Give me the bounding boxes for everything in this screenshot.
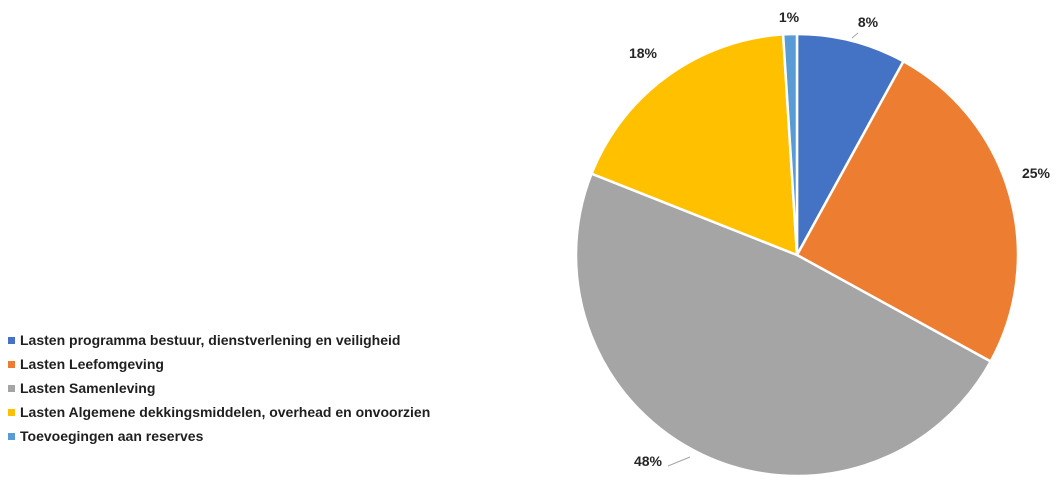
pie-slice-4 [589,33,799,257]
legend-swatch-3 [8,385,15,392]
legend-label-4: Lasten Algemene dekkingsmiddelen, overhe… [20,404,431,420]
legend-item-4: Lasten Algemene dekkingsmiddelen, overhe… [8,402,430,423]
legend-item-1: Lasten programma bestuur, dienstverlenin… [8,330,430,351]
legend-swatch-2 [8,361,15,368]
pie-slice-2 [795,59,1020,364]
pie-slice-1 [795,32,906,256]
leader-line-3 [667,456,691,467]
leader-line-1 [851,32,859,39]
legend-label-1: Lasten programma bestuur, dienstverlenin… [20,332,401,348]
pie-slice-5 [781,32,799,256]
data-label-3: 48% [634,453,663,469]
legend-swatch-4 [8,409,15,416]
data-label-2: 25% [1022,165,1051,181]
data-label-4: 18% [629,45,658,61]
data-label-1: 8% [858,14,879,30]
legend-label-5: Toevoegingen aan reserves [20,428,204,444]
legend-item-3: Lasten Samenleving [8,378,430,399]
legend-item-2: Lasten Leefomgeving [8,354,430,375]
legend-item-5: Toevoegingen aan reserves [8,426,430,447]
pie-slice-3 [574,172,993,478]
legend-swatch-5 [8,433,15,440]
legend-label-2: Lasten Leefomgeving [20,356,164,372]
data-label-5: 1% [779,9,800,25]
chart-legend: Lasten programma bestuur, dienstverlenin… [8,330,430,450]
legend-swatch-1 [8,337,15,344]
legend-label-3: Lasten Samenleving [20,380,156,396]
